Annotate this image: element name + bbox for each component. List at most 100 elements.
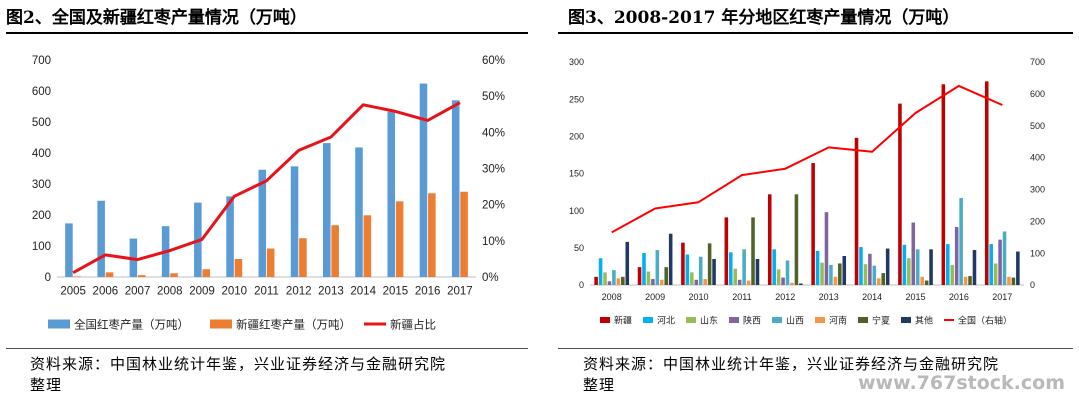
- right-bar-8: [799, 283, 803, 285]
- left-title-rule: [6, 32, 528, 34]
- right-bar-7: [1011, 277, 1016, 285]
- right-x-tick-label: 2009: [645, 292, 665, 302]
- right-bar-4: [781, 277, 785, 285]
- right-bar-1: [637, 267, 642, 285]
- right-bar-1: [984, 81, 989, 286]
- right-legend-label: 山西: [786, 315, 804, 325]
- right-bar-6: [920, 276, 924, 285]
- right-bar-5: [959, 198, 963, 285]
- right-bar-3: [993, 263, 998, 285]
- right-bar-3: [820, 262, 824, 285]
- left-chart: 0 100 200 300 400 500 600 700 0% 10% 20% 30% 40% 50% 6…: [32, 55, 505, 331]
- right-bar-8: [929, 249, 933, 285]
- right-y2-tick-label: 200: [1030, 216, 1045, 226]
- right-legend-swatch: [815, 317, 825, 323]
- left-y2-tick-label: 40%: [482, 127, 505, 139]
- right-bar-5: [829, 264, 833, 285]
- right-source-line1: 资料来源：中国林业统计年鉴，兴业证券经济与金融研究院: [583, 355, 1000, 373]
- right-bar-4: [824, 212, 829, 285]
- right-source-line2: 整理: [583, 376, 616, 394]
- right-legend-label: 全国（右轴）: [958, 314, 1012, 325]
- left-bottom-rule: [6, 348, 528, 349]
- right-x-tick-label: 2014: [862, 292, 882, 302]
- right-bar-7: [794, 194, 799, 285]
- left-y-tick-label: 100: [32, 241, 51, 253]
- left-legend-swatch: [210, 319, 232, 329]
- right-bar-8: [755, 258, 760, 285]
- right-bar-5: [698, 256, 703, 285]
- right-bar-7: [664, 267, 669, 285]
- left-source-line1: 资料来源：中国林业统计年鉴，兴业证券经济与金融研究院: [30, 355, 447, 373]
- left-x-tick-label: 2011: [254, 286, 279, 298]
- right-bar-2: [902, 244, 907, 285]
- right-bar-1: [724, 217, 729, 285]
- right-bar-7: [924, 280, 929, 285]
- left-bar-2: [460, 191, 468, 277]
- right-x-tick-label: 2012: [775, 292, 795, 302]
- left-y-tick-label: 300: [32, 179, 51, 191]
- right-bar-3: [733, 268, 738, 285]
- right-legend-swatch: [858, 317, 868, 323]
- right-bar-3: [907, 258, 911, 285]
- left-x-tick-label: 2017: [447, 286, 473, 298]
- left-x-tick-label: 2012: [286, 286, 312, 298]
- left-y2-tick-label: 50%: [482, 91, 505, 103]
- right-bar-3: [690, 272, 694, 285]
- left-bar-2: [202, 269, 210, 277]
- right-bar-8: [885, 248, 890, 285]
- left-y-tick-label: 200: [32, 210, 51, 222]
- right-y-tick-label: 150: [569, 169, 584, 179]
- right-y2-tick-label: 700: [1030, 57, 1045, 67]
- right-bar-4: [868, 253, 872, 285]
- right-bar-6: [703, 279, 707, 285]
- right-bar-4: [651, 279, 655, 285]
- right-bar-1: [767, 194, 772, 285]
- right-bar-5: [742, 249, 746, 285]
- left-legend-label: 新疆红枣产量（万吨）: [236, 317, 351, 331]
- right-legend-swatch: [729, 317, 739, 323]
- right-x-tick-label: 2017: [992, 292, 1012, 302]
- right-bar-2: [772, 249, 776, 285]
- right-legend-swatch: [686, 317, 696, 323]
- right-bar-4: [911, 222, 916, 285]
- right-bar-7: [968, 276, 972, 285]
- left-bar-2: [170, 273, 178, 277]
- right-bar-5: [655, 250, 660, 285]
- right-bar-3: [603, 272, 607, 285]
- left-bar-1: [258, 169, 267, 277]
- right-bar-3: [950, 264, 955, 285]
- right-bar-5: [872, 265, 877, 285]
- right-bar-4: [607, 281, 612, 285]
- right-bar-2: [989, 244, 993, 285]
- left-source-note: 资料来源：中国林业统计年鉴，兴业证券经济与金融研究院 整理: [30, 354, 530, 396]
- right-y2-tick-label: 400: [1030, 153, 1045, 163]
- left-chart-title: 图2、全国及新疆红枣产量情况（万吨）: [6, 8, 307, 28]
- left-bar-2: [105, 272, 114, 277]
- right-legend-label: 新疆: [614, 314, 632, 325]
- left-y2-tick-label: 20%: [482, 200, 505, 212]
- right-bar-5: [1002, 231, 1007, 285]
- left-bar-1: [290, 166, 299, 277]
- left-bar-1: [387, 111, 396, 278]
- right-bar-1: [898, 103, 902, 285]
- right-bar-7: [881, 273, 886, 285]
- right-bar-1: [811, 163, 815, 285]
- right-bar-8: [712, 258, 716, 285]
- right-bar-4: [998, 239, 1002, 285]
- right-bar-8: [972, 250, 977, 285]
- right-legend-label: 山东: [700, 314, 718, 325]
- right-bar-5: [785, 260, 790, 285]
- right-bar-6: [963, 276, 968, 285]
- left-x-tick-label: 2007: [125, 286, 151, 298]
- right-y2-tick-label: 300: [1030, 185, 1045, 195]
- right-bar-5: [915, 249, 920, 285]
- left-y-tick-label: 0: [45, 272, 51, 284]
- right-bar-1: [594, 276, 598, 285]
- left-bar-1: [97, 200, 105, 277]
- right-legend-label: 河南: [829, 314, 847, 325]
- right-bar-6: [790, 282, 794, 285]
- watermark: www.767stock.com: [858, 372, 1065, 394]
- left-y-tick-label: 600: [32, 86, 51, 98]
- right-legend-swatch: [772, 317, 782, 323]
- right-legend-label: 宁夏: [872, 314, 890, 325]
